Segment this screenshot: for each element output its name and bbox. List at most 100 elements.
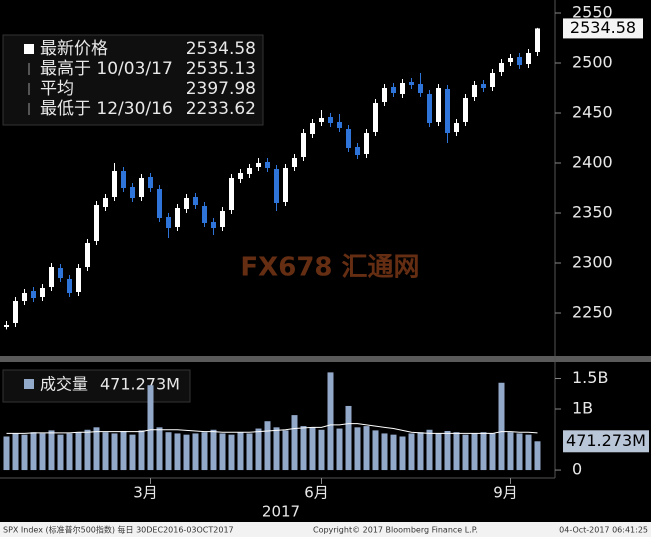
- volume-bar: [462, 434, 469, 471]
- legend-label: 平均: [40, 79, 74, 99]
- volume-bar: [300, 426, 307, 471]
- legend-label: 最高于 10/03/17: [40, 59, 173, 79]
- candle-body: [292, 158, 297, 167]
- footer-copyright: Copyright© 2017 Bloomberg Finance L.P.: [313, 526, 478, 535]
- legend-value: 2233.62: [186, 99, 256, 119]
- candle-body: [535, 28, 540, 52]
- volume-bar: [111, 433, 118, 471]
- footer-source: SPX Index (标准普尔500指数) 每日 30DEC2016-03OCT…: [3, 525, 234, 535]
- x-tick-label: 9月: [493, 484, 518, 502]
- volume-bar: [381, 433, 388, 471]
- candle-body: [40, 288, 45, 297]
- volume-bar: [507, 432, 514, 471]
- candle-body: [148, 177, 153, 188]
- candle-body: [499, 63, 504, 72]
- legend-label: 最低于 12/30/16: [40, 99, 173, 119]
- candle-body: [103, 198, 108, 207]
- candle-body: [220, 211, 225, 227]
- legend-box: [2, 34, 264, 126]
- volume-bar: [129, 434, 136, 471]
- candle-body: [409, 82, 414, 85]
- y-tick-label: 0: [572, 460, 582, 479]
- candle-body: [328, 117, 333, 123]
- y-tick-label: 2300: [572, 253, 613, 272]
- y-tick-label: 1.5B: [572, 368, 608, 387]
- x-tick-label: 6月: [304, 484, 329, 502]
- candle-body: [256, 163, 261, 167]
- volume-bar: [516, 433, 523, 471]
- volume-bar: [219, 433, 226, 471]
- candle-body: [22, 293, 27, 301]
- candle-body: [112, 171, 117, 197]
- volume-bar: [435, 433, 442, 471]
- watermark: FX678 汇通网: [240, 253, 419, 283]
- volume-bar: [309, 427, 316, 471]
- volume-bar: [21, 434, 28, 471]
- volume-bar: [210, 429, 217, 471]
- candle-body: [193, 197, 198, 205]
- volume-bar: [228, 434, 235, 471]
- volume-tag: [563, 430, 649, 453]
- volume-bar: [30, 432, 37, 471]
- volume-bar: [453, 432, 460, 471]
- legend-value: 2397.98: [186, 79, 256, 99]
- candle-body: [373, 103, 378, 132]
- volume-bar: [156, 427, 163, 471]
- volume-bar: [192, 433, 199, 471]
- volume-bar: [93, 427, 100, 471]
- candle-body: [400, 83, 405, 94]
- candle-body: [229, 178, 234, 210]
- price-tag: [563, 18, 643, 39]
- volume-bar: [120, 430, 127, 471]
- candle-body: [301, 133, 306, 157]
- volume-bar: [273, 427, 280, 471]
- candle-body: [121, 171, 126, 188]
- legend-value: 471.273M: [100, 375, 180, 394]
- legend-icon: [24, 44, 34, 54]
- volume-bar: [201, 432, 208, 471]
- candle-body: [166, 217, 171, 228]
- legend-label: 成交量: [40, 375, 88, 394]
- volume-tag-label: 471.273M: [566, 431, 646, 450]
- volume-bar: [183, 434, 190, 471]
- legend-value: 2534.58: [186, 39, 256, 59]
- y-tick-label: 2350: [572, 203, 613, 222]
- candle-body: [238, 173, 243, 179]
- x-tick-label: 3月: [133, 484, 158, 502]
- candle-body: [382, 88, 387, 102]
- volume-bar: [480, 432, 487, 471]
- candle-body: [526, 53, 531, 64]
- footer-bar: [0, 522, 651, 537]
- candle-body: [58, 268, 63, 278]
- candle-body: [427, 94, 432, 123]
- volume-bar: [399, 436, 406, 471]
- volume-bar: [237, 432, 244, 471]
- candle-body: [310, 123, 315, 134]
- candle-body: [175, 208, 180, 227]
- candle-body: [265, 162, 270, 168]
- candle-body: [94, 205, 99, 241]
- volume-bar: [174, 433, 181, 471]
- candle-body: [283, 168, 288, 202]
- y-tick-label: 1B: [572, 399, 593, 418]
- candle-body: [346, 129, 351, 148]
- volume-bar: [282, 430, 289, 471]
- candle-body: [517, 57, 522, 65]
- volume-bar: [165, 432, 172, 471]
- candle-body: [274, 169, 279, 203]
- volume-bar: [246, 433, 253, 471]
- volume-bar: [48, 430, 55, 471]
- volume-bar: [3, 436, 10, 471]
- volume-bar: [498, 382, 505, 471]
- candle-body: [202, 206, 207, 223]
- volume-bar: [12, 433, 19, 471]
- year-label: 2017: [262, 503, 300, 521]
- volume-bar: [426, 429, 433, 471]
- y-tick-label: 2550: [572, 3, 613, 22]
- candle-body: [481, 84, 486, 88]
- candle-body: [436, 88, 441, 122]
- volume-bar: [75, 432, 82, 471]
- volume-bar: [102, 432, 109, 471]
- volume-bar: [444, 430, 451, 471]
